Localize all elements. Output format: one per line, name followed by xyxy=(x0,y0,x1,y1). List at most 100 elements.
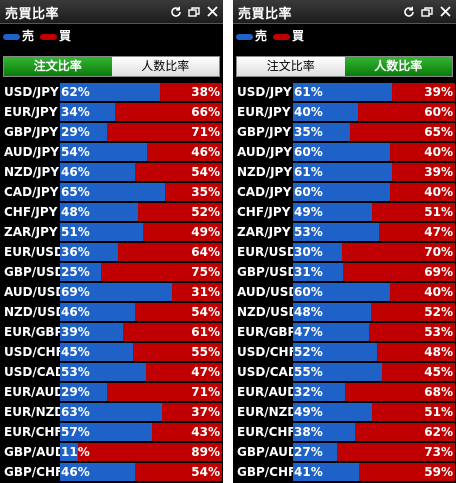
sell-percent: 52% xyxy=(294,345,323,359)
tab-people-ratio[interactable]: 人数比率 xyxy=(344,57,452,76)
ratio-row: USD/CHF 45% 55% xyxy=(0,342,223,362)
ratio-row: GBP/AUD 11% 89% xyxy=(0,442,223,462)
restore-window-icon[interactable] xyxy=(418,3,436,21)
sell-percent: 41% xyxy=(294,465,323,479)
sell-ratio-fill xyxy=(293,183,391,201)
currency-pair-label: EUR/AUD xyxy=(4,385,65,399)
ratio-row: EUR/USD 36% 64% xyxy=(0,242,223,262)
currency-pair-label: GBP/AUD xyxy=(237,445,298,459)
sell-ratio-fill xyxy=(293,443,337,461)
ratio-bar: 30% 70% xyxy=(293,243,455,261)
sell-percent: 63% xyxy=(61,405,90,419)
buy-percent: 35% xyxy=(191,185,220,199)
buy-percent: 54% xyxy=(191,165,220,179)
restore-window-icon[interactable] xyxy=(185,3,203,21)
ratio-bar: 55% 45% xyxy=(293,363,455,381)
currency-pair-label: EUR/NZD xyxy=(237,405,298,419)
ratio-bar: 61% 39% xyxy=(293,83,455,101)
tab-order-ratio[interactable]: 注文比率 xyxy=(237,57,345,76)
ratio-bar: 34% 66% xyxy=(60,103,222,121)
ratio-bar: 63% 37% xyxy=(60,403,222,421)
buy-percent: 48% xyxy=(424,345,453,359)
sell-percent: 60% xyxy=(294,285,323,299)
sell-percent: 57% xyxy=(61,425,90,439)
currency-pair-label: NZD/USD xyxy=(237,305,299,319)
buy-percent: 40% xyxy=(424,185,453,199)
ratio-bar: 48% 52% xyxy=(60,203,222,221)
buy-percent: 55% xyxy=(191,345,220,359)
ratio-row: GBP/JPY 29% 71% xyxy=(0,122,223,142)
buy-percent: 70% xyxy=(424,245,453,259)
refresh-icon[interactable] xyxy=(400,3,418,21)
sell-percent: 46% xyxy=(61,165,90,179)
buy-percent: 64% xyxy=(191,245,220,259)
sell-percent: 51% xyxy=(61,225,90,239)
ratio-row: USD/JPY 61% 39% xyxy=(233,82,456,102)
currency-pair-label: GBP/CHF xyxy=(4,465,64,479)
tab-people-ratio[interactable]: 人数比率 xyxy=(111,57,219,76)
ratio-bar: 46% 54% xyxy=(60,463,222,481)
sell-percent: 53% xyxy=(294,225,323,239)
close-icon[interactable] xyxy=(203,3,221,21)
buy-percent: 54% xyxy=(191,465,220,479)
ratio-bar: 49% 51% xyxy=(293,203,455,221)
panel-title: 売買比率 xyxy=(238,7,293,22)
buy-percent: 65% xyxy=(424,125,453,139)
sell-ratio-fill xyxy=(60,103,116,121)
currency-pair-label: USD/CHF xyxy=(4,345,64,359)
legend-sell-label: 売 xyxy=(255,29,268,43)
ratio-bar: 49% 51% xyxy=(293,403,455,421)
legend: 売買 xyxy=(233,24,456,44)
sell-ratio-fill xyxy=(293,223,379,241)
ratio-bar: 48% 52% xyxy=(293,303,455,321)
ratio-bar: 47% 53% xyxy=(293,323,455,341)
close-icon[interactable] xyxy=(436,3,454,21)
ratio-row: AUD/JPY 54% 46% xyxy=(0,142,223,162)
sell-ratio-fill xyxy=(60,403,163,421)
sell-percent: 45% xyxy=(61,345,90,359)
buy-percent: 39% xyxy=(424,165,453,179)
currency-pair-label: GBP/USD xyxy=(237,265,298,279)
ratio-row: EUR/NZD 63% 37% xyxy=(0,402,223,422)
buy-percent: 49% xyxy=(191,225,220,239)
tab-order-ratio[interactable]: 注文比率 xyxy=(4,57,112,76)
ratio-row: CAD/JPY 60% 40% xyxy=(233,182,456,202)
legend-buy-swatch xyxy=(40,34,57,40)
currency-pair-label: CAD/JPY xyxy=(237,185,292,199)
panel-title: 売買比率 xyxy=(5,7,60,22)
ratio-row: GBP/AUD 27% 73% xyxy=(233,442,456,462)
buy-percent: 68% xyxy=(424,385,453,399)
currency-pair-label: EUR/GBP xyxy=(4,325,64,339)
ratio-row: GBP/CHF 46% 54% xyxy=(0,462,223,482)
ratio-bar: 54% 46% xyxy=(60,143,222,161)
ratio-bar: 60% 40% xyxy=(293,143,455,161)
ratio-row: NZD/JPY 61% 39% xyxy=(233,162,456,182)
sell-percent: 48% xyxy=(61,205,90,219)
title-bar: 売買比率 xyxy=(233,0,456,24)
buy-percent: 54% xyxy=(191,305,220,319)
sell-ratio-fill xyxy=(60,163,135,181)
sell-percent: 60% xyxy=(294,145,323,159)
ratio-bar: 61% 39% xyxy=(293,163,455,181)
currency-pair-label: EUR/JPY xyxy=(4,105,58,119)
sell-ratio-fill xyxy=(293,383,345,401)
ratio-bar: 32% 68% xyxy=(293,383,455,401)
sell-percent: 49% xyxy=(294,405,323,419)
sell-ratio-fill xyxy=(293,103,358,121)
refresh-icon[interactable] xyxy=(167,3,185,21)
buy-percent: 47% xyxy=(191,365,220,379)
buy-percent: 45% xyxy=(424,365,453,379)
ratio-tabs: 注文比率 人数比率 xyxy=(236,56,453,77)
sell-percent: 32% xyxy=(294,385,323,399)
buy-percent: 89% xyxy=(191,445,220,459)
buy-percent: 37% xyxy=(191,405,220,419)
buy-percent: 43% xyxy=(191,425,220,439)
currency-pair-label: GBP/JPY xyxy=(237,125,292,139)
sell-percent: 30% xyxy=(294,245,323,259)
ratio-bar: 31% 69% xyxy=(293,263,455,281)
buy-percent: 51% xyxy=(424,205,453,219)
ratio-panel-order: 売買比率売買注文比率 人数比率 USD/JPY 62% 38% EUR/JPY 34% 66%… xyxy=(0,0,223,483)
buy-percent: 69% xyxy=(424,265,453,279)
ratio-bar: 38% 62% xyxy=(293,423,455,441)
legend-sell-swatch xyxy=(236,34,253,40)
